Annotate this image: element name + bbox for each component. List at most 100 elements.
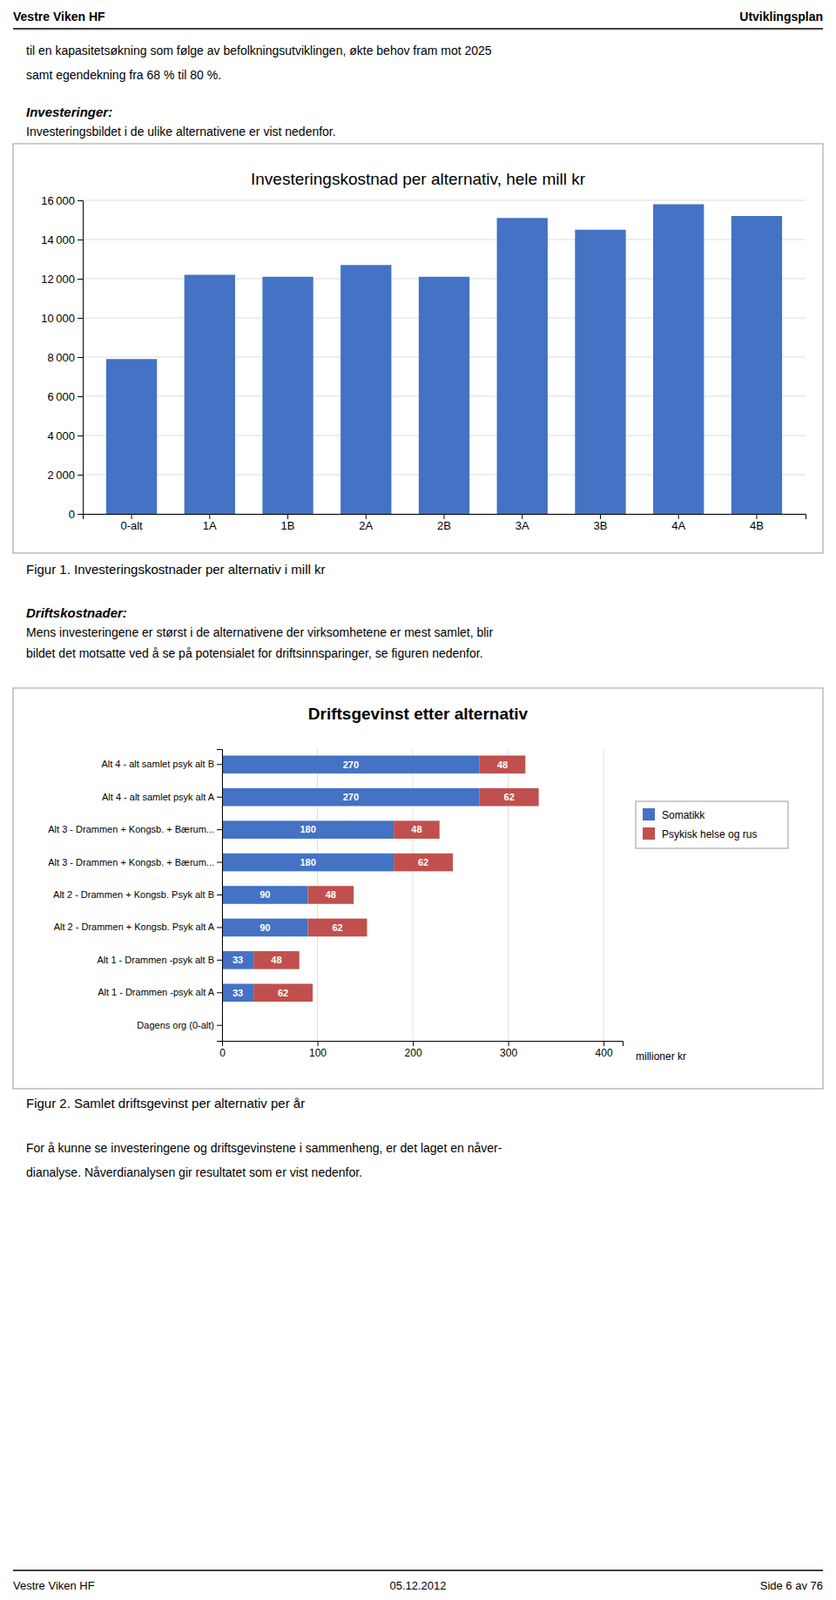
paragraph: til en kapasitetsøkning som følge av bef… xyxy=(26,43,493,58)
axis-line xyxy=(77,201,84,515)
axis: 0-alt1A1B2A2B3A3B4A4B xyxy=(83,513,807,533)
tick-label: 6 000 xyxy=(47,390,75,404)
tick: 3A xyxy=(515,513,530,533)
tick: 14 000 xyxy=(40,233,83,247)
bar xyxy=(222,788,480,807)
tick-label: 0 xyxy=(219,1046,226,1059)
tick: Alt 1 - Drammen -psyk alt B xyxy=(97,954,223,965)
tick: Alt 1 - Drammen -psyk alt A xyxy=(97,986,223,998)
data-label: 270 xyxy=(343,791,359,803)
bar xyxy=(731,215,783,514)
data-label: 62 xyxy=(277,987,289,998)
tick-mark xyxy=(77,474,83,476)
bar xyxy=(253,950,300,970)
tick-mark xyxy=(412,1040,414,1046)
bar xyxy=(222,950,254,970)
tick-label: 12 000 xyxy=(40,272,75,286)
axis-title: millioner kr xyxy=(635,1050,687,1063)
paragraph: bildet det motsatte ved å se på potensia… xyxy=(26,646,484,661)
tick-label: 100 xyxy=(309,1046,327,1059)
tick-label: Alt 4 - alt samlet psyk alt A xyxy=(101,791,216,803)
tick-label: 16 000 xyxy=(40,194,75,208)
tick-label: Alt 3 - Drammen + Kongsb. + Bærum... xyxy=(47,856,215,868)
bar xyxy=(184,275,236,515)
tick: 1B xyxy=(281,513,296,533)
tick-mark xyxy=(755,513,757,520)
tick-label: 14 000 xyxy=(40,233,75,247)
axis-line xyxy=(216,749,223,1042)
grid xyxy=(222,748,604,1041)
footer-right: Side 6 av 76 xyxy=(760,1578,823,1592)
data-label: 48 xyxy=(270,954,282,965)
tick-label: 2A xyxy=(358,519,373,533)
tick: 0 xyxy=(68,507,83,521)
bar xyxy=(308,918,368,938)
tick-label: 3A xyxy=(515,519,530,533)
tick-mark xyxy=(444,513,445,520)
tick-mark xyxy=(216,959,223,961)
tick-mark xyxy=(216,763,223,765)
tick-mark xyxy=(216,991,223,993)
bar xyxy=(222,755,480,774)
legend-swatch xyxy=(642,827,655,840)
tick: 200 xyxy=(404,1040,423,1059)
axis: 0100200300400 xyxy=(219,1040,623,1059)
tick: Alt 4 - alt samlet psyk alt A xyxy=(101,791,223,803)
tick-label: 200 xyxy=(404,1046,423,1059)
tick-label: Alt 4 - alt samlet psyk alt B xyxy=(101,758,215,769)
data-label: 48 xyxy=(411,823,422,835)
tick-mark xyxy=(77,396,83,398)
bar xyxy=(222,853,394,872)
tick-mark xyxy=(77,239,83,241)
grid-line xyxy=(603,748,605,1041)
tick-label: Alt 1 - Drammen -psyk alt A xyxy=(97,986,216,998)
tick-label: 0-alt xyxy=(120,519,143,533)
data-label: 48 xyxy=(325,889,337,900)
chart-frame xyxy=(13,143,823,553)
tick-mark xyxy=(216,862,223,863)
tick-mark xyxy=(216,894,223,896)
tick-label: 1A xyxy=(202,519,217,533)
series xyxy=(253,755,539,1002)
header: Vestre Viken HFUtviklingsplan xyxy=(13,9,823,24)
tick-label: Alt 1 - Drammen -psyk alt B xyxy=(97,954,215,965)
data-label: 62 xyxy=(418,856,429,868)
rule xyxy=(13,27,823,30)
bar xyxy=(418,276,470,514)
data-label: 90 xyxy=(259,922,270,933)
data-label: 48 xyxy=(497,759,508,770)
bar xyxy=(253,983,313,1002)
tick-label: 4B xyxy=(749,519,764,533)
legend: SomatikkPsykisk helse og rus xyxy=(635,801,789,849)
section-header: Investeringer: xyxy=(26,104,113,120)
data-label: 62 xyxy=(331,922,343,933)
header-left: Vestre Viken HF xyxy=(13,9,106,24)
tick: Dagens org (0-alt) xyxy=(136,1019,223,1031)
caption: Figur 2. Samlet driftsgevinst per altern… xyxy=(26,1095,305,1111)
grid xyxy=(82,200,806,514)
footer: Vestre Viken HF05.12.2012Side 6 av 76 xyxy=(13,1578,823,1592)
tick-mark xyxy=(508,1040,510,1046)
bar xyxy=(497,217,548,514)
tick: 300 xyxy=(499,1040,518,1059)
tick: 8 000 xyxy=(47,350,83,365)
tick: 4A xyxy=(671,513,686,533)
tick-mark xyxy=(365,513,367,520)
tick-mark xyxy=(77,278,83,280)
data-label: 33 xyxy=(232,987,243,998)
tick: 4B xyxy=(749,513,764,533)
tick: Alt 4 - alt samlet psyk alt B xyxy=(101,758,223,769)
legend-item: Psykisk helse og rus xyxy=(642,827,757,841)
tick-label: 10 000 xyxy=(40,311,75,325)
data-label: 180 xyxy=(299,856,316,868)
tick-mark xyxy=(77,513,83,515)
bar xyxy=(106,358,157,514)
paragraph: Mens investeringene er størst i de alter… xyxy=(26,625,493,640)
chart-frame xyxy=(13,687,823,1089)
bars xyxy=(106,204,783,515)
tick-mark xyxy=(77,357,83,358)
series xyxy=(222,755,480,1002)
tick: 2B xyxy=(437,513,452,533)
bars xyxy=(222,755,540,1002)
data-label: 270 xyxy=(343,759,359,770)
